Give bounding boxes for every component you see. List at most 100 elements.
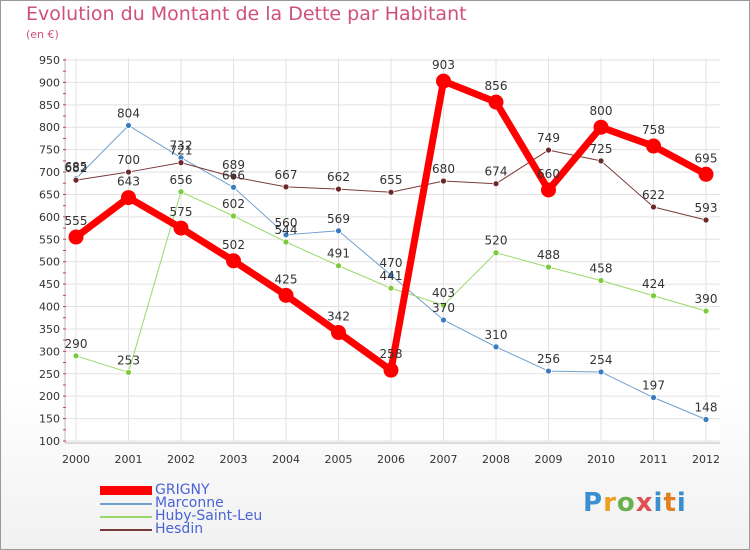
data-point-grigny	[646, 138, 661, 154]
data-label-huby-saint-leu: 390	[695, 292, 718, 306]
data-label-grigny: 555	[65, 214, 88, 228]
x-tick-label: 2004	[272, 453, 300, 466]
data-label-grigny: 425	[275, 272, 298, 286]
y-tick-label: 100	[39, 435, 60, 448]
y-tick-label: 350	[39, 323, 60, 336]
data-point-hesdin	[335, 185, 342, 193]
y-tick-label: 500	[39, 256, 60, 269]
legend-label-grigny: GRIGNY	[155, 482, 210, 498]
data-label-hesdin: 667	[275, 168, 298, 182]
logo-letter: i	[653, 488, 664, 518]
data-point-hesdin	[230, 173, 237, 181]
data-point-marconne	[702, 416, 710, 423]
data-label-huby-saint-leu: 424	[642, 277, 665, 291]
x-tick-label: 2000	[62, 453, 90, 466]
y-tick-label: 700	[39, 166, 60, 179]
data-label-marconne: 148	[695, 400, 718, 414]
data-label-hesdin: 655	[380, 173, 403, 187]
x-tick-label: 2011	[640, 453, 668, 466]
legend-label-marconne: Marconne	[155, 495, 224, 511]
data-point-hesdin	[177, 159, 185, 167]
data-label-hesdin: 689	[222, 158, 245, 172]
data-point-marconne	[282, 231, 290, 239]
y-tick-label: 650	[39, 188, 60, 201]
y-tick-label: 200	[39, 390, 60, 403]
data-point-grigny	[436, 73, 451, 89]
data-point-marconne	[440, 316, 447, 324]
chart-title: Evolution du Montant de la Dette par Hab…	[26, 3, 467, 25]
x-tick-label: 2001	[115, 453, 143, 466]
y-tick-label: 300	[39, 345, 60, 358]
y-tick-label: 450	[39, 278, 60, 291]
data-point-marconne	[650, 394, 657, 401]
data-point-grigny	[121, 190, 136, 206]
logo-letter: x	[635, 488, 654, 518]
data-label-hesdin: 749	[537, 131, 560, 145]
logo-letter: i	[676, 488, 687, 518]
data-point-grigny	[383, 362, 399, 378]
data-label-grigny: 903	[432, 58, 455, 72]
y-tick-label: 750	[39, 144, 60, 157]
data-point-hesdin	[282, 183, 290, 191]
x-tick-label: 2010	[587, 453, 615, 466]
data-label-marconne: 370	[432, 301, 455, 315]
data-point-marconne	[545, 367, 552, 375]
data-point-marconne	[125, 122, 132, 129]
data-point-grigny	[278, 287, 294, 303]
data-label-grigny: 695	[695, 151, 718, 165]
data-point-hesdin	[72, 176, 80, 184]
data-point-huby-saint-leu	[72, 352, 80, 360]
data-label-grigny: 856	[485, 79, 508, 93]
data-label-huby-saint-leu: 520	[485, 234, 508, 248]
data-label-marconne: 310	[485, 328, 508, 342]
data-point-huby-saint-leu	[440, 301, 447, 309]
y-tick-label: 550	[39, 233, 60, 246]
data-point-grigny	[698, 166, 714, 182]
proxiti-logo: Proxiti	[583, 488, 687, 518]
x-tick-label: 2012	[692, 453, 720, 466]
data-label-marconne: 254	[590, 353, 613, 367]
data-label-hesdin: 700	[117, 153, 140, 167]
data-point-grigny	[226, 253, 241, 269]
data-label-grigny: 643	[117, 175, 140, 189]
data-label-hesdin: 682	[65, 161, 88, 175]
data-point-marconne	[492, 343, 500, 351]
data-label-huby-saint-leu: 403	[432, 286, 455, 300]
data-label-huby-saint-leu: 290	[65, 337, 88, 351]
data-label-grigny: 575	[170, 205, 193, 219]
x-tick-label: 2009	[535, 453, 563, 466]
y-tick-label: 150	[39, 413, 60, 426]
logo-letter: P	[583, 488, 604, 518]
x-tick-label: 2008	[482, 453, 510, 466]
data-label-hesdin: 593	[695, 201, 718, 215]
legend-label-huby-saint-leu: Huby-Saint-Leu	[155, 508, 263, 524]
logo-letter: t	[663, 488, 677, 518]
y-tick-label: 250	[39, 368, 60, 381]
data-point-grigny	[68, 229, 84, 245]
data-label-hesdin: 674	[485, 165, 508, 179]
y-tick-label: 950	[39, 54, 60, 67]
data-label-marconne: 732	[170, 139, 193, 153]
data-label-hesdin: 680	[432, 162, 455, 176]
legend-swatch-grigny	[100, 486, 152, 495]
y-tick-label: 400	[39, 301, 60, 314]
y-tick-label: 900	[39, 76, 60, 89]
x-tick-label: 2003	[220, 453, 248, 466]
data-point-huby-saint-leu	[335, 262, 342, 270]
data-point-grigny	[488, 94, 504, 110]
data-point-grigny	[593, 119, 609, 135]
legend-label-hesdin: Hesdin	[155, 521, 204, 537]
data-label-marconne: 666	[222, 168, 245, 182]
data-point-hesdin	[545, 146, 552, 154]
data-point-huby-saint-leu	[650, 292, 657, 300]
data-point-marconne	[597, 368, 605, 376]
data-label-marconne: 560	[275, 216, 298, 230]
legend-swatch-huby-saint-leu	[100, 516, 152, 518]
data-label-marconne: 470	[380, 256, 403, 270]
data-point-hesdin	[125, 168, 132, 176]
data-label-marconne: 197	[642, 379, 665, 393]
x-tick-label: 2005	[325, 453, 353, 466]
data-point-hesdin	[597, 157, 605, 165]
data-point-marconne	[230, 183, 237, 191]
y-tick-label: 600	[39, 211, 60, 224]
